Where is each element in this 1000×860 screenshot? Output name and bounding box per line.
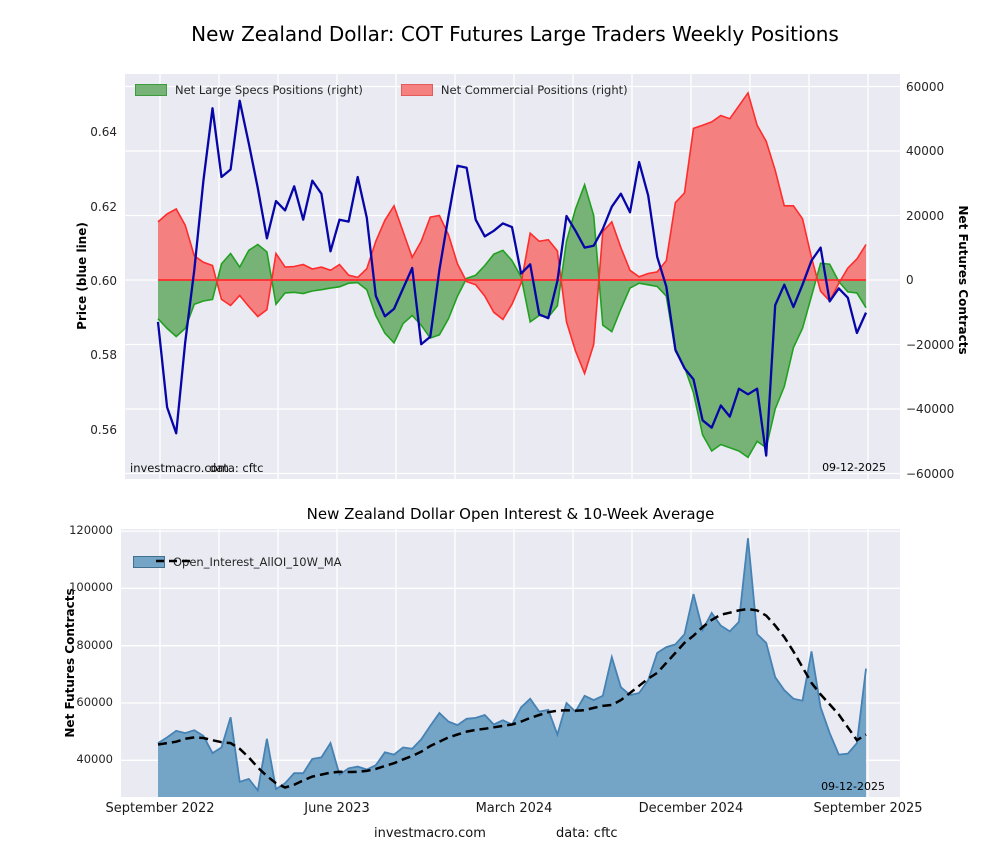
commercial-legend-label: Net Commercial Positions (right): [440, 83, 628, 97]
page-title: New Zealand Dollar: COT Futures Large Tr…: [191, 22, 839, 46]
commercial-legend-swatch: [400, 84, 433, 96]
bottom-chart-plot-area: Open_Interest_All OI_10W_MA 09-12-2025: [121, 529, 900, 797]
top-y-right-tick-label: −60000: [906, 466, 955, 481]
footer-source: data: cftc: [556, 826, 618, 841]
x-tick-label: March 2024: [475, 801, 553, 816]
top-y-left-tick-label: 0.64: [90, 125, 117, 140]
top-y-right-tick-label: 20000: [906, 208, 945, 223]
top-y-left-tick-label: 0.62: [90, 199, 117, 214]
top-y-right-tick-label: −40000: [906, 402, 955, 416]
date-annotation: 09-12-2025: [822, 461, 886, 474]
top-y-left-tick-label: 0.60: [90, 274, 117, 288]
top-chart-legend: Net Large Specs Positions (right) Net Co…: [135, 83, 628, 97]
specs-legend-label: Net Large Specs Positions (right): [175, 83, 363, 97]
bottom-y-tick-label: 80000: [76, 637, 113, 652]
x-tick-label: September 2022: [105, 801, 215, 816]
bottom-y-tick-label: 100000: [69, 580, 113, 595]
top-y-left-tick-label: 0.56: [90, 422, 117, 437]
top-y-left-tick-label: 0.58: [90, 348, 117, 363]
top-chart-svg: [125, 74, 900, 479]
top-y-right-tick-label: 0: [906, 273, 914, 287]
specs-legend-swatch: [135, 84, 167, 96]
x-tick-label: June 2023: [304, 801, 370, 816]
top-y-right-tick-label: −20000: [906, 337, 955, 352]
bottom-chart-title: New Zealand Dollar Open Interest & 10-We…: [306, 505, 715, 523]
bottom-y-tick-label: 60000: [76, 695, 113, 709]
x-tick-label: December 2024: [638, 801, 744, 816]
ma-legend-label: OI_10W_MA: [273, 555, 342, 569]
top-right-axis-label: Net Futures Contracts: [956, 205, 970, 355]
bottom-y-tick-label: 120000: [69, 523, 113, 538]
ma-legend-dash-icon: [156, 559, 190, 563]
open-interest-legend-label: Open_Interest_All: [173, 555, 274, 569]
x-tick-label: September 2025: [813, 801, 923, 816]
top-chart-plot-area: Net Large Specs Positions (right) Net Co…: [125, 74, 900, 479]
bottom-chart-svg: [121, 529, 900, 797]
top-y-right-tick-label: 60000: [906, 79, 945, 94]
bottom-axis-label: Net Futures Contracts: [63, 588, 77, 738]
top-y-right-tick-label: 40000: [906, 144, 945, 158]
footer-watermark: investmacro.com: [374, 826, 486, 841]
bottom-date-annotation: 09-12-2025: [821, 780, 885, 793]
data-source-text: data: cftc: [209, 461, 264, 475]
watermark-text: investmacro.com: [130, 461, 229, 475]
bottom-y-tick-label: 40000: [76, 752, 113, 767]
open-interest-legend-swatch: [133, 556, 165, 568]
bottom-chart-legend: Open_Interest_All OI_10W_MA: [133, 555, 342, 569]
